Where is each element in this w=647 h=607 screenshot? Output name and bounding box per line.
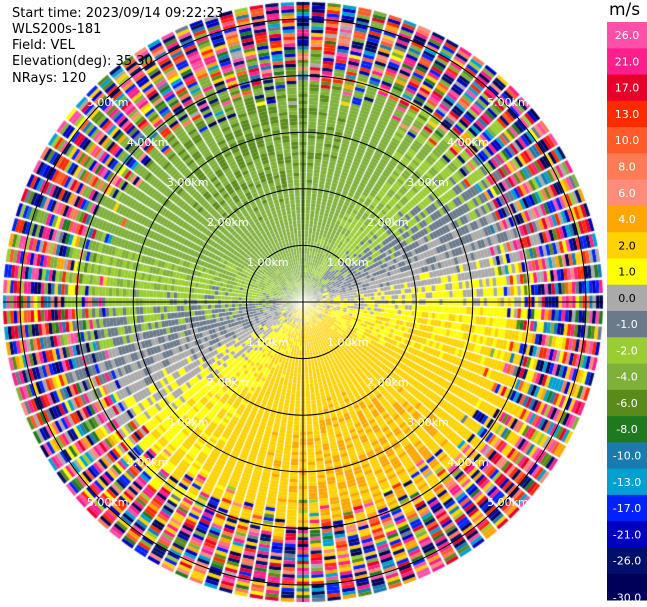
- instrument-label: WLS200s-181: [12, 22, 102, 37]
- range-ring-label: 3.00km: [167, 416, 209, 429]
- field-label: Field: VEL: [12, 38, 75, 53]
- range-ring-label: 2.00km: [207, 216, 249, 229]
- range-ring-label: 1.00km: [247, 336, 289, 349]
- start-time-label: Start time: 2023/09/14 09:22:23: [12, 6, 224, 21]
- range-ring-label: 5.00km: [87, 496, 129, 509]
- range-ring-label: 2.00km: [207, 376, 249, 389]
- colorbar-title: m/s: [609, 0, 641, 20]
- range-ring-label: 1.00km: [247, 256, 289, 269]
- elevation-label: Elevation(deg): 35.30: [12, 54, 153, 69]
- range-ring-label: 5.00km: [487, 96, 529, 109]
- nrays-label: NRays: 120: [12, 71, 87, 86]
- range-ring-label: 5.00km: [487, 496, 529, 509]
- range-ring-label: 1.00km: [327, 336, 369, 349]
- range-ring-labels: 1.00km 1.00km 1.00km 1.00km 2.00km 2.00km 2.00…: [87, 96, 529, 509]
- range-ring-label: 1.00km: [327, 256, 369, 269]
- range-ring-label: 4.00km: [127, 136, 169, 149]
- range-ring-label: 2.00km: [367, 376, 409, 389]
- range-ring-label: 4.00km: [447, 456, 489, 469]
- range-ring-label: 4.00km: [447, 136, 489, 149]
- range-ring-label: 3.00km: [167, 176, 209, 189]
- range-ring-label: 2.00km: [367, 216, 409, 229]
- range-ring-label: 5.00km: [87, 96, 129, 109]
- range-ring-label: 3.00km: [407, 416, 449, 429]
- range-ring-label: 4.00km: [127, 456, 169, 469]
- range-ring-label: 3.00km: [407, 176, 449, 189]
- ppi-axes: [3, 2, 603, 602]
